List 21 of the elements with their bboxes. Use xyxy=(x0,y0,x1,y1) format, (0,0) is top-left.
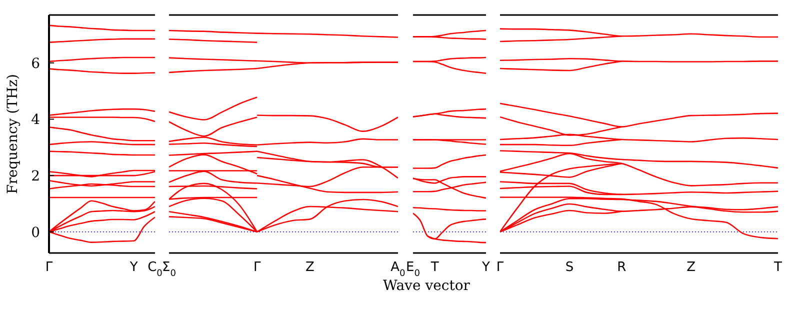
x-tick-label: R xyxy=(617,260,626,275)
x-tick-label: Z xyxy=(686,260,696,275)
y-tick-label: 2 xyxy=(31,168,40,185)
x-tick-label: E$_{0}$ xyxy=(406,260,420,279)
x-tick-label: Γ xyxy=(496,260,504,275)
x-tick-label: Y xyxy=(128,260,138,275)
x-tick-label: Σ$_{0}$ xyxy=(162,260,176,279)
x-tick-label: Z xyxy=(305,260,314,275)
y-tick-label: 4 xyxy=(31,112,40,128)
x-tick-label: T xyxy=(773,260,782,275)
x-tick-label: A$_{0}$ xyxy=(390,260,406,279)
x-tick-label: Γ xyxy=(253,260,262,275)
x-tick-label: Y xyxy=(481,260,490,275)
y-axis-title: Frequency (THz) xyxy=(4,74,21,194)
y-tick-label: 6 xyxy=(31,56,40,72)
y-tick-label: 0 xyxy=(31,224,40,241)
x-tick-label: C$_{0}$ xyxy=(148,260,163,279)
x-tick-label: T xyxy=(430,260,439,275)
x-axis-title: Wave vector xyxy=(383,278,470,294)
x-tick-label: Γ xyxy=(45,260,54,275)
x-tick-label: S xyxy=(565,260,574,275)
